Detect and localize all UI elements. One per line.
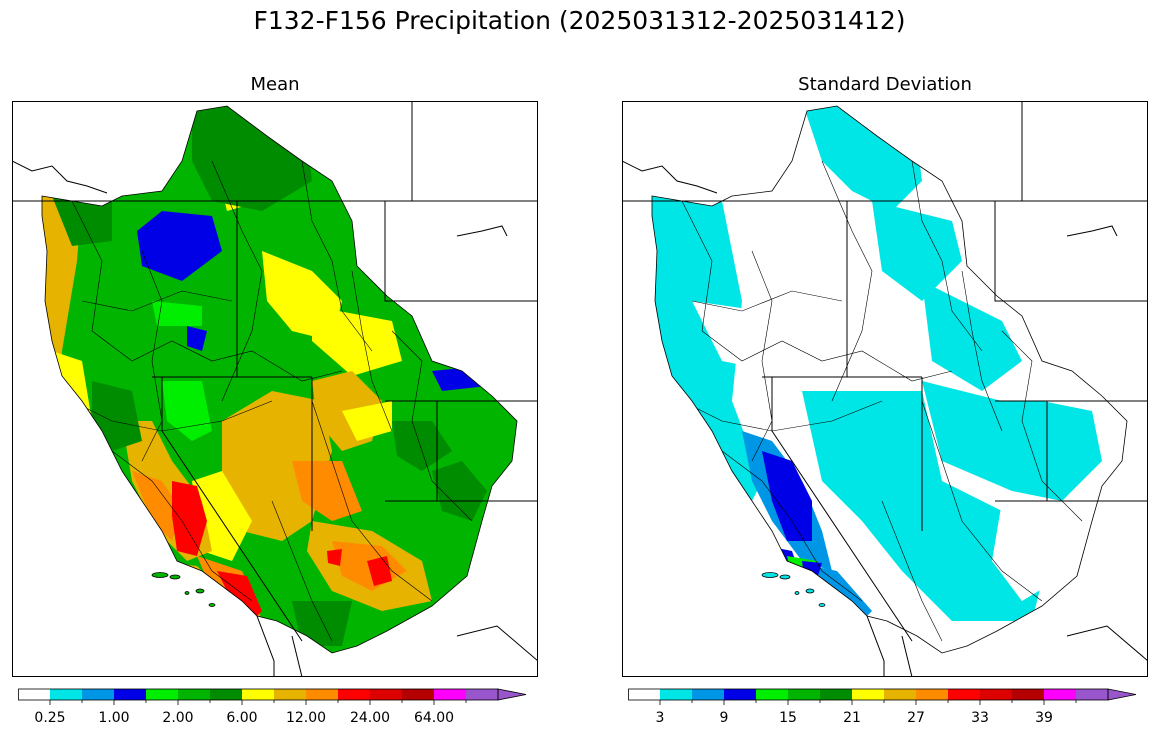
mean-colorbar-swatch: [434, 689, 467, 700]
mean-colorbar-tick-label: 1.00: [98, 710, 129, 726]
mean-colorbar-tick-label: 0.25: [34, 710, 65, 726]
mean-colorbar-swatch: [114, 689, 147, 700]
std-colorbar-swatch: [948, 689, 981, 700]
std-colorbar-swatch: [1076, 689, 1109, 700]
std-colorbar-swatch: [756, 689, 789, 700]
std-colorbar-swatch: [788, 689, 821, 700]
mean-colorbar-swatch: [306, 689, 339, 700]
mean-colorbar-swatch: [466, 689, 499, 700]
mean-channel-islands: [151, 572, 216, 607]
mean-colorbar-swatch: [274, 689, 307, 700]
std-colorbar-tick-label: 3: [656, 710, 665, 726]
std-channel-islands: [761, 572, 826, 607]
std-colorbar-swatch: [724, 689, 757, 700]
mean-region-outline: [41, 105, 518, 654]
std-colorbar-swatch: [980, 689, 1013, 700]
mean-colorbar-tick-label: 6.00: [226, 710, 257, 726]
mean-colorbar-swatch: [18, 689, 51, 700]
mean-colorbar-extend-arrow: [497, 688, 527, 701]
mean-colorbar-swatch: [370, 689, 403, 700]
std-colorbar-swatch: [820, 689, 853, 700]
std-colorbar-extend-arrow: [1107, 688, 1137, 701]
std-colorbar-swatch: [1012, 689, 1045, 700]
std-colorbar: 3 9 15 21 27 33 39: [628, 688, 1137, 726]
mean-colorbar-swatch: [210, 689, 243, 700]
mean-colorbar-tick-label: 2.00: [162, 710, 193, 726]
std-colorbar-swatch: [660, 689, 693, 700]
std-map: [622, 101, 1148, 677]
std-colorbar-swatch: [628, 689, 661, 700]
std-colorbar-tick-label: 27: [907, 710, 925, 726]
mean-colorbar-swatch: [178, 689, 211, 700]
std-colorbar-tick-label: 15: [779, 710, 797, 726]
std-colorbar-swatch: [1044, 689, 1077, 700]
mean-colorbar-swatch: [82, 689, 115, 700]
mean-colorbar-tick-label: 12.00: [286, 710, 326, 726]
mean-boundaries: [12, 101, 538, 677]
std-colorbar-swatch: [852, 689, 885, 700]
mean-colorbar-swatch: [242, 689, 275, 700]
std-colorbar-outline: [628, 688, 1109, 701]
mean-colorbar-swatch: [50, 689, 83, 700]
std-colorbar-swatch: [916, 689, 949, 700]
std-colorbar-tick-label: 39: [1035, 710, 1053, 726]
mean-colorbar-swatch: [338, 689, 371, 700]
figure-title: F132-F156 Precipitation (2025031312-2025…: [253, 6, 906, 35]
std-colorbar-tick-label: 33: [971, 710, 989, 726]
std-colorbar-tick-label: 21: [843, 710, 861, 726]
mean-panel-title: Mean: [250, 74, 300, 95]
mean-colorbar-tick-label: 64.00: [414, 710, 454, 726]
std-boundaries: [622, 101, 1148, 677]
mean-colorbar: 0.25 1.00 2.00 6.00 12.00 24.00 64.00: [18, 688, 527, 726]
mean-map: [12, 101, 538, 677]
std-colorbar-swatch: [692, 689, 725, 700]
std-colorbar-swatch: [884, 689, 917, 700]
mean-colorbar-outline: [18, 688, 499, 701]
mean-colorbar-tick-label: 24.00: [350, 710, 390, 726]
mean-colorbar-swatch: [402, 689, 435, 700]
std-colorbar-tick-label: 9: [720, 710, 729, 726]
std-panel-title: Standard Deviation: [798, 74, 972, 95]
mean-colorbar-swatch: [146, 689, 179, 700]
std-region-outline: [651, 105, 1128, 654]
